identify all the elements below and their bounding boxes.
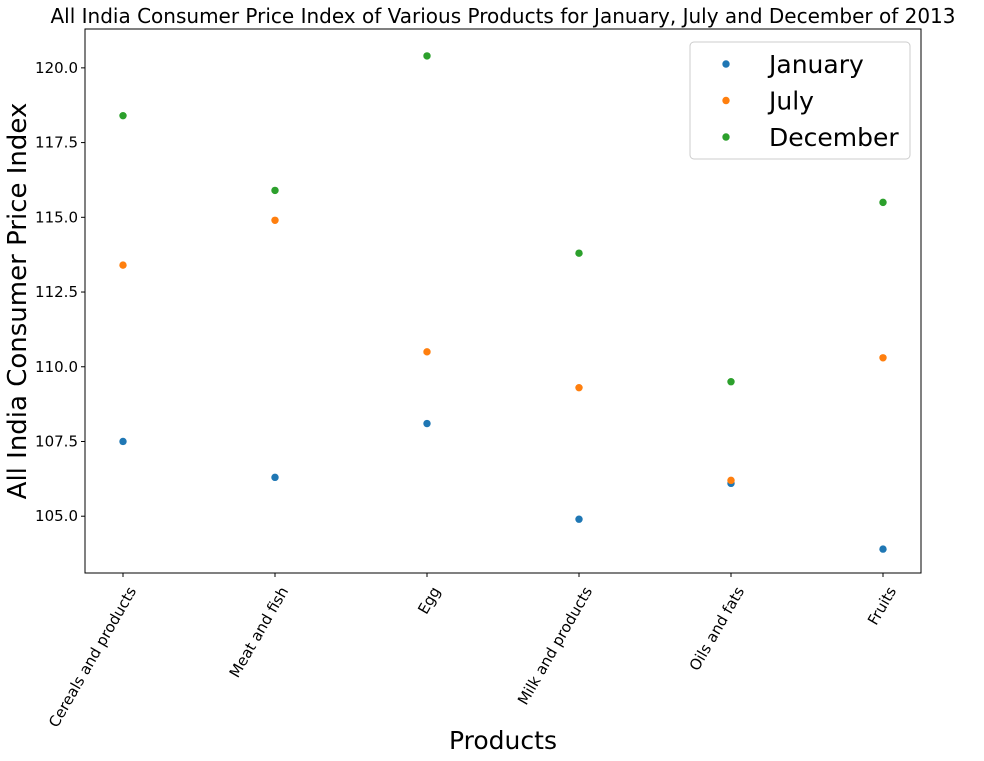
- y-tick-label: 105.0: [35, 507, 78, 525]
- legend-marker-january: [722, 60, 730, 68]
- y-axis-ticks: 105.0 107.5 110.0 112.5 115.0 117.5 120.0: [35, 59, 85, 525]
- y-tick-label: 112.5: [35, 283, 78, 301]
- y-tick-label: 110.0: [35, 358, 78, 376]
- legend-label: July: [767, 87, 814, 116]
- legend-label: January: [767, 50, 864, 79]
- legend-marker-december: [722, 133, 730, 141]
- data-point-july: [575, 383, 583, 392]
- data-point-july: [119, 261, 127, 269]
- x-axis-label: Products: [449, 726, 557, 755]
- data-point-december: [575, 249, 583, 257]
- y-tick-label: 107.5: [35, 432, 78, 450]
- data-point-july: [423, 348, 431, 356]
- legend-box: [689, 41, 911, 160]
- y-tick-label: 120.0: [35, 59, 78, 77]
- data-point-december: [119, 111, 127, 120]
- y-tick-label: 117.5: [35, 134, 78, 152]
- data-point-july: [879, 354, 887, 362]
- legend-marker-july: [722, 96, 730, 105]
- data-point-december: [727, 378, 735, 386]
- y-tick-label: 115.0: [35, 208, 78, 226]
- legend: January July December: [689, 41, 911, 160]
- data-point-december: [423, 52, 431, 60]
- data-point-july: [271, 216, 279, 224]
- chart-title: All India Consumer Price Index of Variou…: [51, 4, 956, 28]
- data-point-january: [119, 437, 127, 446]
- data-point-january: [879, 545, 887, 553]
- data-point-december: [271, 186, 279, 195]
- data-points: [119, 52, 887, 553]
- y-axis-label: All India Consumer Price Index: [3, 103, 33, 500]
- data-point-january: [271, 473, 279, 482]
- data-point-december: [879, 198, 887, 207]
- data-point-january: [575, 515, 583, 523]
- data-point-january: [423, 419, 431, 428]
- data-point-july: [727, 476, 735, 485]
- legend-label: December: [769, 123, 899, 152]
- plot-frame: [84, 28, 922, 574]
